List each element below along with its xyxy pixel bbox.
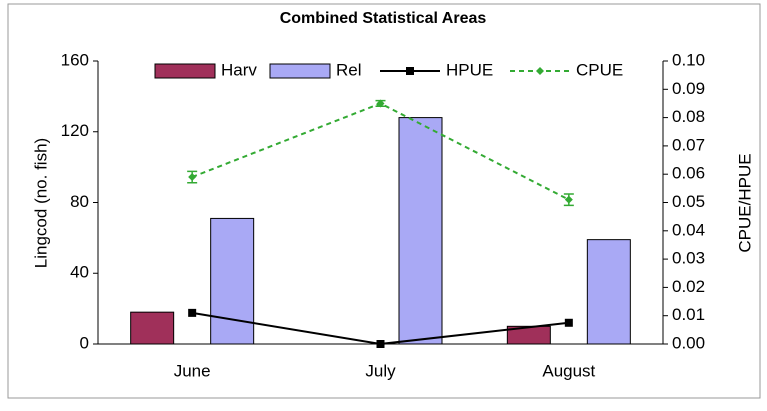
y-tick-label: 120 bbox=[61, 121, 89, 140]
x-tick-label: August bbox=[542, 361, 595, 380]
marker bbox=[188, 308, 197, 317]
bar bbox=[210, 217, 255, 345]
x-tick-label: July bbox=[365, 361, 396, 380]
y2-tick-label: 0.04 bbox=[672, 220, 705, 239]
y2-tick-label: 0.06 bbox=[672, 164, 705, 183]
marker bbox=[564, 195, 573, 204]
x-tick-label: June bbox=[174, 361, 211, 380]
y2-axis-title: CPUE/HPUE bbox=[735, 153, 754, 252]
marker bbox=[376, 99, 385, 108]
chart-title: Combined Statistical Areas bbox=[280, 10, 487, 27]
y2-tick-label: 0.02 bbox=[672, 277, 705, 296]
y-tick-label: 40 bbox=[70, 263, 89, 282]
legend-swatch bbox=[154, 63, 216, 79]
marker bbox=[188, 173, 197, 182]
bar bbox=[130, 311, 175, 345]
y-tick-label: 0 bbox=[80, 333, 89, 352]
y2-tick-label: 0.00 bbox=[672, 333, 705, 352]
legend-label: Harv bbox=[221, 60, 257, 79]
y-axis-title: Lingcod (no. fish) bbox=[31, 138, 50, 268]
y2-tick-label: 0.09 bbox=[672, 79, 705, 98]
y2-tick-label: 0.07 bbox=[672, 135, 705, 154]
y2-tick-label: 0.05 bbox=[672, 192, 705, 211]
legend-label: CPUE bbox=[576, 60, 623, 79]
legend-swatch bbox=[269, 63, 331, 79]
bar bbox=[398, 117, 443, 345]
legend-marker bbox=[406, 67, 414, 75]
legend-label: HPUE bbox=[446, 60, 493, 79]
chart-border bbox=[7, 3, 761, 399]
y-tick-label: 80 bbox=[70, 192, 89, 211]
y2-tick-label: 0.10 bbox=[672, 50, 705, 69]
legend-label: Rel bbox=[336, 60, 362, 79]
y2-tick-label: 0.03 bbox=[672, 249, 705, 268]
marker bbox=[564, 318, 573, 327]
y2-tick-label: 0.08 bbox=[672, 107, 705, 126]
legend-marker bbox=[536, 67, 544, 75]
marker bbox=[376, 340, 385, 348]
bar bbox=[586, 239, 631, 345]
y2-tick-label: 0.01 bbox=[672, 305, 705, 324]
y-tick-label: 160 bbox=[61, 50, 89, 69]
